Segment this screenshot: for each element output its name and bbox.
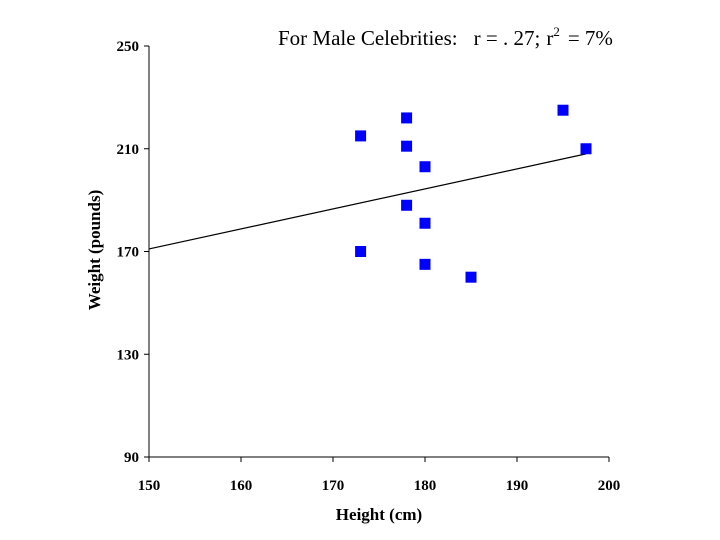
- data-point: [419, 161, 431, 173]
- chart-title: For Male Celebrities: r = . 27; r2 = 7%: [278, 24, 613, 50]
- x-tick-label: 190: [506, 478, 529, 494]
- x-tick-label: 180: [414, 478, 437, 494]
- title-r2-value: = 7%: [568, 26, 613, 50]
- x-tick-label: 160: [230, 478, 253, 494]
- x-tick-label: 170: [322, 478, 345, 494]
- y-tick-label: 130: [117, 347, 140, 363]
- data-point: [419, 258, 431, 270]
- x-axis-title: Height (cm): [336, 505, 422, 524]
- data-point: [580, 143, 592, 155]
- y-axis-title: Weight (pounds): [85, 190, 104, 310]
- title-r2-exp: 2: [553, 24, 560, 39]
- y-axis-ticks: 90 130 170 210 250: [117, 39, 149, 466]
- y-tick-label: 90: [124, 450, 139, 466]
- x-axis-ticks: 150 160 170 180 190 200: [138, 457, 621, 494]
- data-point: [401, 112, 413, 124]
- data-point: [401, 140, 413, 152]
- data-point: [355, 130, 367, 142]
- y-tick-label: 210: [117, 142, 140, 158]
- data-point: [401, 199, 413, 211]
- data-points: [355, 104, 592, 283]
- trend-line: [148, 153, 587, 250]
- x-tick-label: 150: [138, 478, 161, 494]
- title-r: r = . 27;: [474, 26, 541, 50]
- data-point: [355, 246, 367, 257]
- x-tick-label: 200: [598, 478, 621, 494]
- title-prefix: For Male Celebrities:: [278, 26, 458, 50]
- data-point: [465, 271, 477, 283]
- y-tick-label: 170: [117, 245, 140, 261]
- data-point: [419, 217, 431, 229]
- title-r2-base: r: [546, 26, 553, 50]
- y-tick-label: 250: [117, 39, 140, 55]
- data-point: [557, 104, 569, 116]
